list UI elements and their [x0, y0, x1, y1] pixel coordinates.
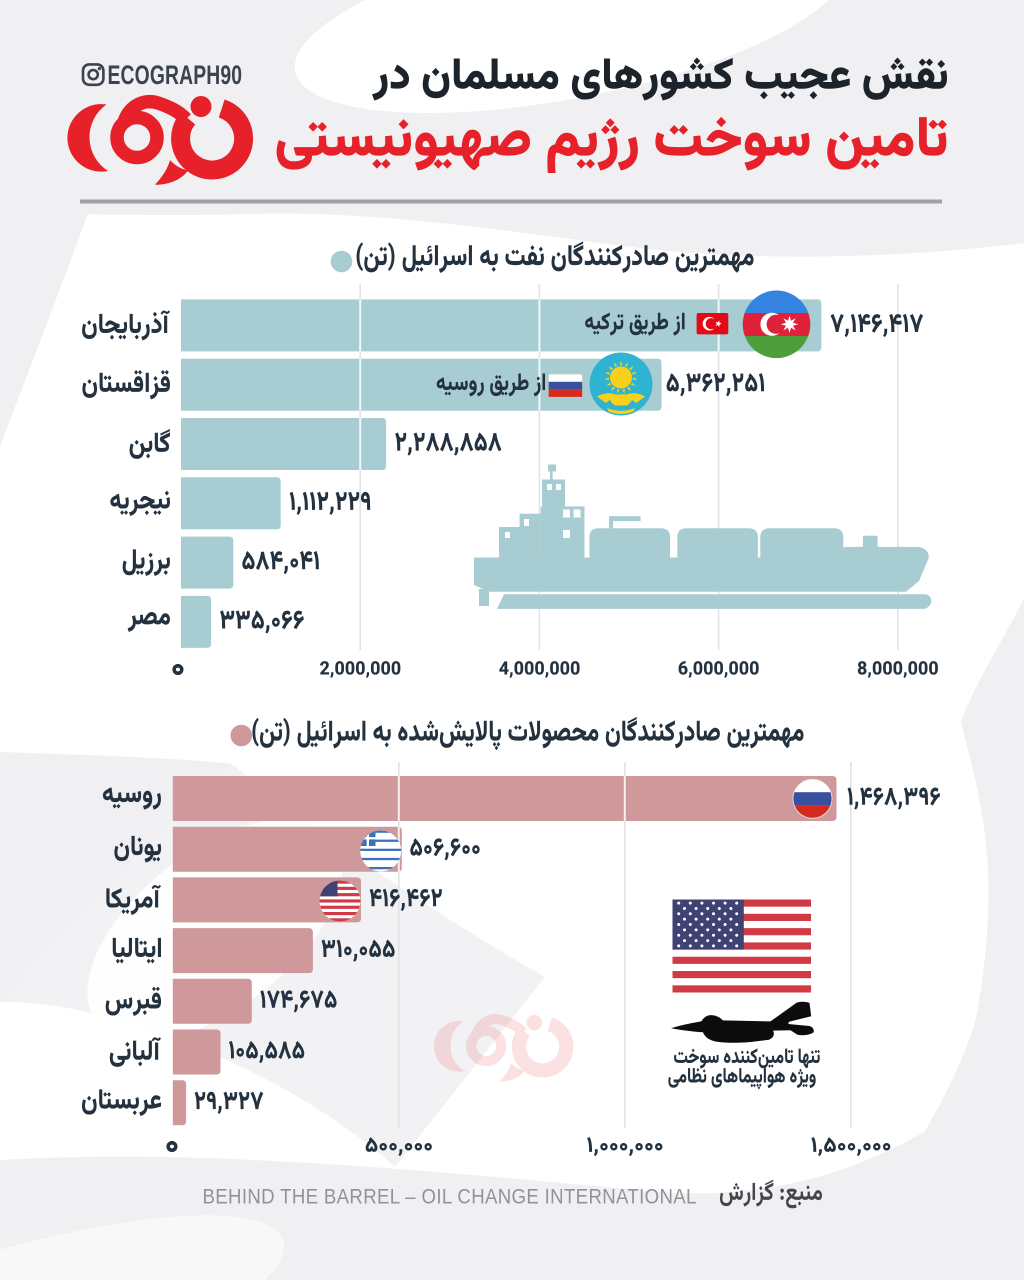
svg-text:BEHIND THE BARREL – OIL CHANGE: BEHIND THE BARREL – OIL CHANGE INTERNATI… [203, 1186, 697, 1209]
svg-text:ECOGRAPH90: ECOGRAPH90 [108, 60, 243, 90]
